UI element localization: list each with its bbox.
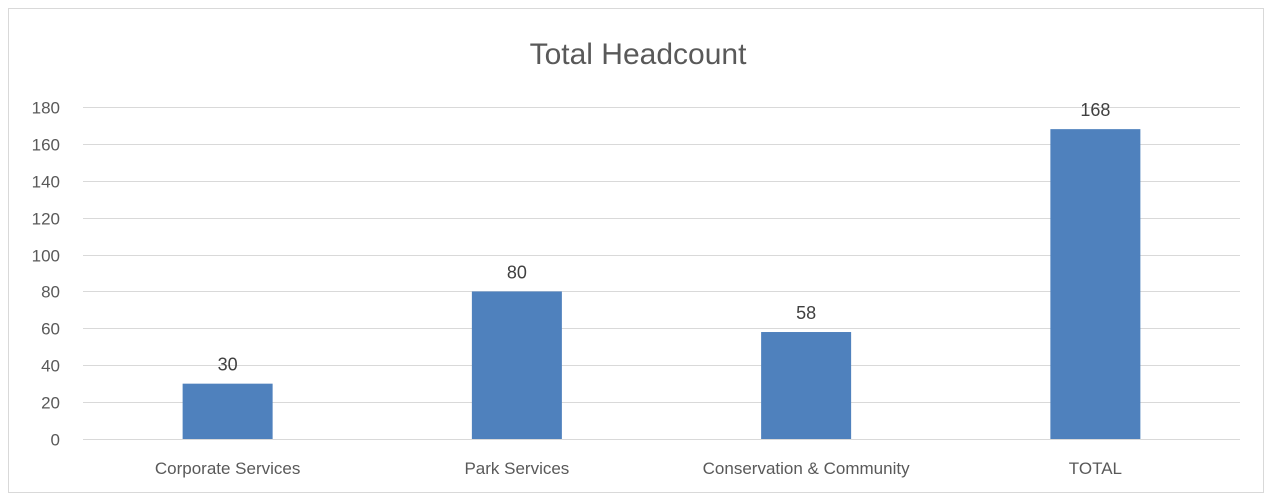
y-tick-label: 20 (41, 394, 60, 413)
y-tick-label: 140 (32, 173, 60, 192)
data-label: 80 (507, 262, 527, 282)
category-label: TOTAL (1069, 459, 1122, 478)
category-label: Conservation & Community (703, 459, 910, 478)
y-axis-ticks: 0 20 40 60 80 100 120 140 160 180 (32, 99, 60, 450)
chart-title: Total Headcount (530, 38, 747, 71)
y-tick-label: 80 (41, 283, 60, 302)
bars (182, 129, 1141, 439)
bar (761, 332, 852, 439)
y-tick-label: 180 (32, 99, 60, 118)
y-tick-label: 0 (51, 431, 60, 450)
data-label: 168 (1080, 100, 1110, 120)
data-labels: 30 80 58 168 (218, 100, 1111, 375)
y-tick-label: 60 (41, 320, 60, 339)
category-label: Corporate Services (155, 459, 301, 478)
category-label: Park Services (464, 459, 569, 478)
data-label: 58 (796, 303, 816, 323)
y-tick-label: 100 (32, 247, 60, 266)
y-tick-label: 40 (41, 357, 60, 376)
bar (182, 383, 273, 439)
y-tick-label: 120 (32, 210, 60, 229)
bar (1050, 129, 1141, 439)
category-labels: Corporate Services Park Services Conservat… (155, 459, 1122, 478)
y-tick-label: 160 (32, 136, 60, 155)
gridlines (83, 107, 1240, 440)
bar (471, 291, 562, 439)
data-label: 30 (218, 355, 238, 375)
